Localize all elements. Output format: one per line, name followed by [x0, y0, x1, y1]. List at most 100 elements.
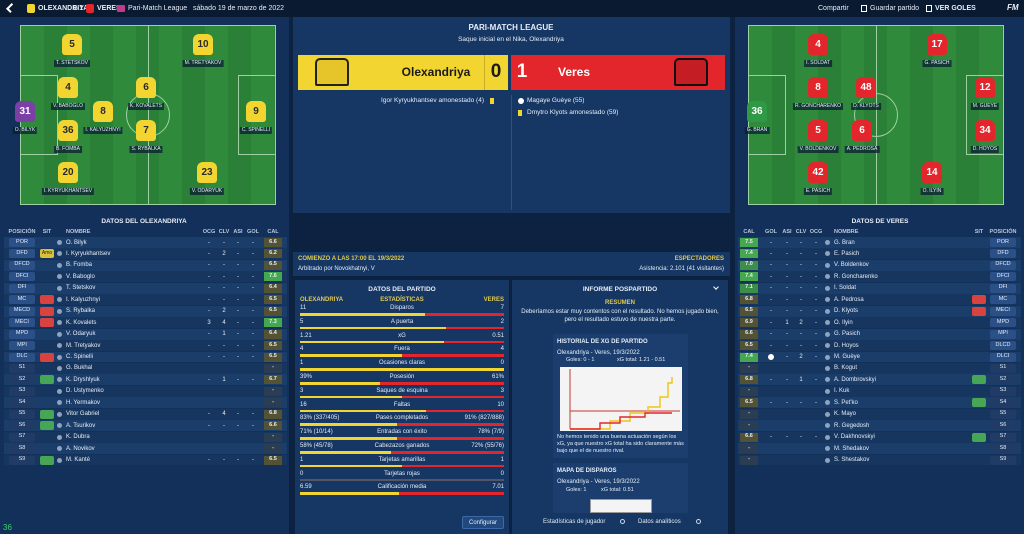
sub-off-icon[interactable] — [40, 352, 54, 362]
position-pill — [990, 398, 1016, 408]
stat-cell: - — [786, 434, 788, 441]
position-pill — [990, 375, 1016, 385]
table-row — [738, 317, 1021, 329]
stat-cell: - — [815, 434, 817, 441]
player-name[interactable]: M. Shedakov — [834, 445, 870, 452]
table-header: GOL — [765, 229, 777, 235]
top-action[interactable]: Guardar partido — [870, 5, 920, 12]
player-name[interactable]: H. Yermakov — [66, 399, 101, 406]
player-name[interactable]: O. Bilyk — [66, 239, 87, 246]
player-name[interactable]: I. Kyryukhantsev — [66, 250, 111, 257]
player-name[interactable]: B. Fomba — [66, 262, 93, 269]
player-name[interactable]: E. Pasich — [834, 250, 860, 257]
player-name[interactable]: K. Dubra — [66, 434, 90, 441]
stat-cell: - — [770, 331, 772, 338]
stat-name: Saques de esquina — [376, 387, 428, 394]
table-header: ASI — [233, 229, 243, 235]
player-name: I. KYRYUKHANTSEV — [41, 188, 95, 195]
player-name[interactable]: A. Novikov — [66, 445, 95, 452]
sub-off-icon[interactable] — [40, 295, 54, 305]
sub-off-icon[interactable] — [972, 306, 986, 316]
player-name[interactable]: A. Dombrovskyi — [834, 376, 877, 383]
position: MPI — [998, 330, 1008, 337]
sub-on-icon[interactable] — [972, 432, 986, 442]
player-name[interactable]: M. Guèye — [834, 354, 861, 360]
top-action[interactable]: VER GOLES — [935, 5, 976, 12]
top-home: OLEXANDRIYA — [38, 5, 89, 12]
stat-cell: - — [770, 262, 772, 269]
player-name[interactable]: S. Shestakov — [834, 457, 870, 464]
table-row — [738, 340, 1021, 351]
player-name[interactable]: V. Boldenkov — [834, 262, 869, 269]
spectators-title: ESPECTADORES — [674, 256, 724, 262]
stat-bar-away — [397, 423, 504, 426]
stat-away: 2 — [500, 318, 504, 325]
player-name[interactable]: D. Ustymenko — [66, 388, 104, 395]
sub-off-icon[interactable] — [40, 306, 54, 316]
player-name[interactable]: Vitor Gabriel — [66, 411, 100, 418]
stat-cell: - — [208, 422, 210, 429]
rating-pill — [740, 444, 758, 454]
sub-on-icon[interactable] — [40, 409, 54, 419]
sub-on-icon[interactable] — [40, 375, 54, 385]
player-name[interactable]: V. Baboglo — [66, 273, 95, 280]
player-name: A. PEDROSA — [844, 146, 880, 153]
player-name[interactable]: O. Ilyin — [834, 319, 853, 326]
card-icon — [490, 98, 494, 104]
player-name[interactable]: M. Kanté — [66, 457, 91, 464]
player-shirt: 4 — [808, 34, 828, 55]
report-button[interactable]: Datos analíticos — [638, 519, 681, 525]
player-name[interactable]: G. Pasich — [834, 331, 861, 338]
player-name[interactable]: K. Dryshlyuk — [66, 376, 100, 383]
sub-off-icon[interactable] — [40, 318, 54, 328]
position: DFD — [16, 249, 28, 256]
player-name[interactable]: D. Klyots — [834, 308, 859, 315]
stat-cell: - — [237, 457, 239, 464]
player-name[interactable]: M. Tretyakov — [66, 342, 101, 349]
player-name[interactable]: A. Tsurikov — [66, 422, 96, 429]
table-row — [738, 282, 1021, 294]
home-badge — [27, 4, 35, 13]
stat-cell: - — [770, 296, 772, 303]
player-name[interactable]: C. Spinelli — [66, 354, 94, 360]
player-name[interactable]: A. Pedrosa — [834, 296, 864, 303]
stat-cell: - — [786, 285, 788, 292]
start-time: COMIENZO A LAS 17:00 EL 19/3/2022 — [298, 256, 405, 262]
player-name[interactable]: V. Odaryuk — [66, 331, 96, 338]
top-action[interactable]: Compartir — [818, 5, 849, 12]
player-name[interactable]: K. Mayo — [834, 411, 857, 418]
player-name[interactable]: K. Kovalets — [66, 319, 97, 326]
sub-on-icon[interactable] — [40, 421, 54, 431]
report-button[interactable]: Estadísticas de jugador — [543, 519, 606, 525]
player-name[interactable]: S. Pet'ko — [834, 399, 858, 406]
rating: 6.8 — [745, 375, 753, 382]
player-name[interactable]: V. Dakhnovskyi — [834, 434, 875, 441]
position-pill — [9, 283, 35, 293]
player-name[interactable]: S. Rybalka — [66, 308, 96, 315]
table-row — [4, 271, 287, 283]
configure-button[interactable] — [462, 516, 504, 529]
sub-on-icon[interactable] — [972, 398, 986, 408]
table-header: ASI — [782, 229, 792, 235]
rating-pill — [264, 272, 282, 282]
sub-off-icon[interactable] — [972, 295, 986, 305]
position: DFI — [998, 284, 1008, 291]
player-name[interactable]: G. Bran — [834, 239, 855, 246]
table-row — [4, 374, 287, 386]
player-name[interactable]: T. Stetskov — [66, 285, 96, 292]
configure-label[interactable]: Configurar — [468, 519, 498, 526]
player-name[interactable]: G. Bukhal — [66, 365, 93, 372]
rating-pill — [264, 363, 282, 373]
table-row — [738, 294, 1021, 306]
sub-on-icon[interactable] — [40, 455, 54, 465]
position-pill — [9, 306, 35, 316]
player-name[interactable]: B. Kogut — [834, 365, 858, 372]
player-name[interactable]: I. Kuk — [834, 388, 850, 395]
player-name[interactable]: D. Hoyos — [834, 342, 859, 349]
sub-on-icon[interactable] — [972, 375, 986, 385]
player-name[interactable]: R. Goncharenko — [834, 273, 878, 280]
player-name[interactable]: I. Kalyuzhnyi — [66, 296, 101, 303]
player-name[interactable]: I. Soldat — [834, 285, 857, 292]
rating: 6.9 — [745, 318, 753, 325]
player-name[interactable]: R. Gegedosh — [834, 422, 870, 429]
